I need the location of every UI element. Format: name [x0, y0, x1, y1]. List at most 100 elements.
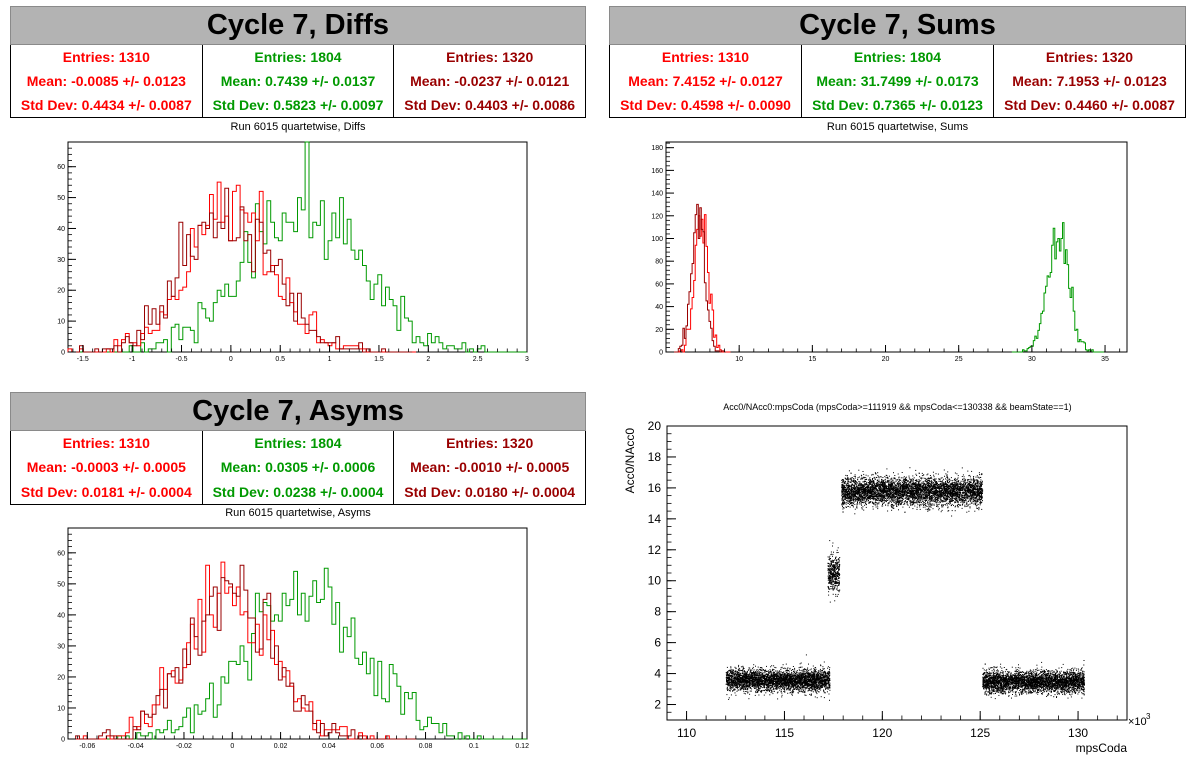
scatter-point: [816, 677, 818, 679]
scatter-point: [734, 682, 736, 684]
scatter-point: [781, 674, 782, 676]
scatter-point: [759, 680, 761, 682]
scatter-point: [801, 682, 803, 684]
x-tick-label: -0.04: [128, 743, 144, 750]
scatter-point: [923, 497, 925, 498]
scatter-point: [813, 684, 815, 686]
scatter-point: [970, 482, 972, 484]
scatter-point: [764, 678, 766, 680]
scatter-point: [826, 676, 828, 678]
scatter-point: [754, 677, 756, 679]
scatter-point: [801, 676, 803, 678]
scatter-point: [766, 680, 768, 682]
scatter-point: [769, 678, 770, 680]
scatter-point: [835, 585, 837, 587]
scatter-point: [815, 682, 817, 684]
scatter-point: [785, 681, 787, 683]
scatter-point: [728, 680, 730, 681]
scatter-point: [837, 562, 839, 563]
scatter-point: [778, 687, 780, 689]
scatter-point: [756, 682, 758, 684]
scatter-point: [805, 683, 807, 685]
scatter-point: [803, 675, 805, 677]
scatter-point: [728, 676, 730, 678]
scatter-point: [799, 682, 800, 684]
scatter-point: [792, 676, 794, 678]
scatter-point: [776, 676, 778, 678]
scatter-point: [732, 681, 734, 683]
scatter-point: [738, 683, 740, 685]
scatter-point: [820, 675, 822, 677]
scatter-point: [831, 566, 833, 568]
scatter-point: [789, 678, 791, 680]
scatter-point: [832, 579, 834, 581]
scatter-point: [775, 674, 777, 676]
scatter-point: [805, 684, 807, 686]
scatter-point: [733, 682, 735, 683]
scatter-point: [772, 668, 774, 670]
scatter-point: [836, 572, 838, 574]
scatter-point: [803, 681, 805, 683]
scatter-point: [740, 682, 742, 684]
scatter-point: [795, 673, 796, 675]
scatter-point: [742, 685, 744, 687]
scatter-point: [782, 683, 784, 685]
scatter-point: [965, 492, 967, 494]
scatter-point: [802, 674, 804, 676]
scatter-point: [798, 678, 800, 680]
scatter-point: [817, 672, 819, 674]
scatter-point: [804, 676, 806, 678]
scatter-point: [761, 684, 763, 686]
scatter-point: [756, 684, 758, 686]
scatter-point: [790, 679, 792, 681]
scatter-point: [821, 680, 823, 682]
scatter-point: [813, 674, 815, 675]
scatter-point: [830, 560, 832, 562]
scatter-point: [810, 680, 812, 682]
scatter-point: [773, 683, 775, 685]
scatter-point: [816, 682, 818, 684]
scatter-point: [742, 681, 744, 683]
scatter-point: [780, 676, 782, 678]
scatter-point: [812, 684, 813, 686]
scatter-point: [739, 675, 741, 677]
scatter-point: [909, 502, 911, 504]
scatter-point: [755, 678, 757, 680]
scatter-point: [803, 681, 805, 682]
scatter-point: [779, 678, 781, 680]
scatter-point: [772, 677, 774, 678]
scatter-point: [746, 681, 748, 683]
scatter-point: [786, 672, 788, 674]
scatter-point: [743, 685, 745, 687]
scatter-point: [767, 674, 768, 676]
scatter-point: [876, 499, 878, 501]
scatter-point: [804, 681, 805, 683]
scatter-point: [782, 677, 784, 679]
scatter-point: [832, 589, 834, 591]
scatter-point: [837, 572, 839, 574]
scatter-point: [746, 685, 748, 687]
scatter-point: [823, 672, 825, 674]
scatter-point: [782, 672, 784, 674]
scatter-point: [805, 679, 807, 681]
scatter-point: [807, 677, 809, 679]
scatter-point: [760, 679, 762, 681]
scatter-point: [758, 676, 760, 678]
scatter-point: [765, 681, 767, 683]
scatter-point: [761, 683, 763, 685]
scatter-point: [819, 678, 821, 679]
scatter-point: [832, 565, 834, 567]
scatter-point: [732, 669, 734, 671]
scatter-point: [752, 683, 754, 685]
scatter-point: [894, 497, 896, 499]
scatter-point: [803, 676, 805, 678]
scatter-point: [747, 677, 749, 679]
scatter-point: [760, 677, 762, 679]
scatter-point: [791, 686, 793, 688]
scatter-point: [833, 578, 835, 580]
scatter-point: [787, 674, 789, 676]
scatter-point: [738, 674, 740, 676]
scatter-point: [822, 674, 824, 676]
scatter-point: [776, 686, 778, 688]
scatter-point: [803, 682, 805, 684]
